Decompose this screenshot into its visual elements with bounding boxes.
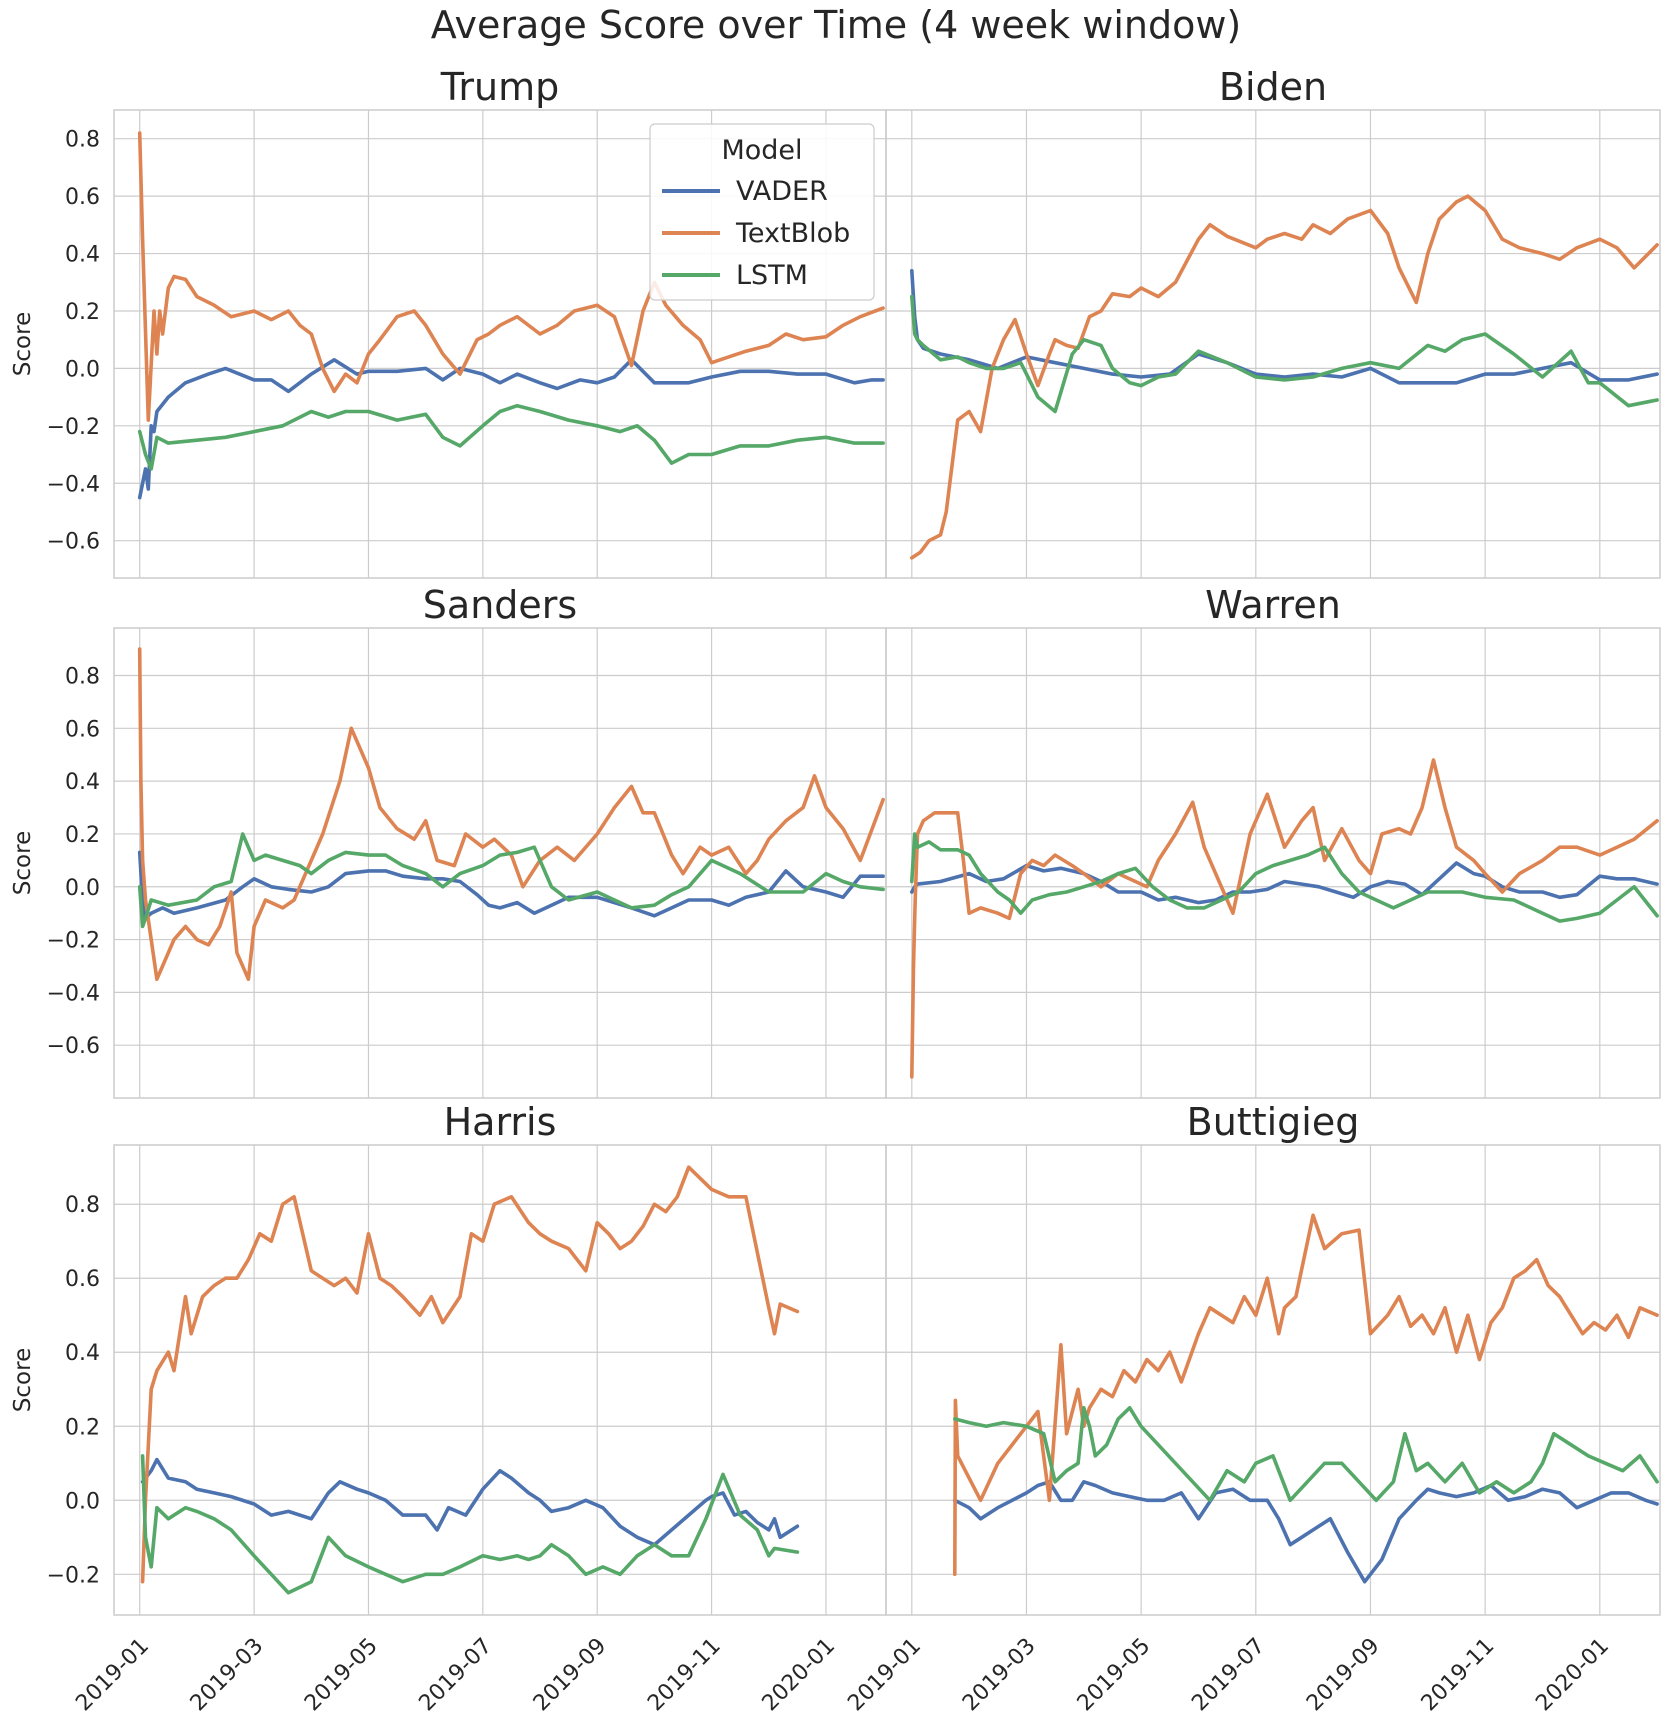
y-tick-label: 0.0 (65, 357, 100, 382)
x-tick-label: 2019-09 (529, 1634, 612, 1717)
x-tick-label: 2020-01 (758, 1634, 841, 1717)
y-tick-label: 0.2 (65, 300, 100, 325)
panel-sanders: Sanders 0.8 0.6 0.4 0.2 0.0 −0.2 −0.4 −0.6 Score (10, 583, 887, 1099)
x-tick-label: 2019-11 (1417, 1634, 1500, 1717)
line-trump-vader (137, 357, 885, 500)
axes-frame (885, 1144, 1661, 1616)
y-axis-label: Score (10, 831, 36, 895)
x-tick-label: 2019-07 (1187, 1634, 1270, 1717)
panel-title: Biden (1219, 65, 1327, 109)
y-tick-label: −0.6 (47, 1034, 100, 1059)
panel-trump: Trump 0.8 0.6 0.4 0.2 0.0 −0.2 −0.4 −0.6 Score Mod… (10, 65, 887, 579)
y-tick-label: −0.2 (47, 929, 100, 954)
line-buttigieg-vader (952, 1480, 1659, 1584)
line-warren-textblob (909, 758, 1659, 1079)
panel-biden: Biden (885, 65, 1661, 579)
panel-title: Buttigieg (1187, 1100, 1360, 1144)
line-trump-lstm (137, 403, 885, 471)
y-tick-label: 0.2 (65, 823, 100, 848)
chart-suptitle: Average Score over Time (4 week window) (431, 3, 1242, 47)
x-tick-label: 2019-01 (843, 1634, 926, 1717)
axes-frame (113, 1144, 887, 1616)
y-tick-label: 0.0 (65, 1489, 100, 1514)
panel-title: Sanders (423, 583, 577, 627)
y-tick-label: −0.2 (47, 1563, 100, 1588)
y-tick-label: −0.2 (47, 415, 100, 440)
x-tick-label: 2019-05 (300, 1634, 383, 1717)
y-tick-label: 0.4 (65, 243, 100, 268)
y-axis-label: Score (10, 1348, 36, 1412)
line-warren-lstm (909, 832, 1659, 923)
x-tick-label: 2019-09 (1302, 1634, 1385, 1717)
line-harris-lstm (140, 1454, 800, 1595)
legend-entry-textblob: TextBlob (735, 218, 850, 249)
x-tick-label: 2019-03 (958, 1634, 1041, 1717)
x-tick-label: 2019-05 (1073, 1634, 1156, 1717)
legend: Model VADER TextBlob LSTM (649, 123, 875, 301)
x-tick-label: 2019-03 (186, 1634, 269, 1717)
legend-title: Model (721, 135, 802, 166)
y-axis-label: Score (10, 312, 36, 376)
line-buttigieg-lstm (952, 1406, 1659, 1503)
y-tick-label: 0.6 (65, 717, 100, 742)
line-trump-textblob (137, 131, 885, 422)
panel-buttigieg: Buttigieg 2019-01 2019-03 2019-05 2019-07 201… (843, 1100, 1661, 1717)
line-sanders-lstm (137, 832, 885, 929)
line-harris-textblob (140, 1165, 800, 1584)
y-tick-label: 0.6 (65, 185, 100, 210)
legend-entry-vader: VADER (736, 176, 828, 207)
y-tick-label: 0.8 (65, 665, 100, 690)
panel-title: Harris (444, 1100, 557, 1144)
x-tick-label: 2019-11 (643, 1634, 726, 1717)
y-tick-label: 0.4 (65, 1341, 100, 1366)
y-tick-label: −0.6 (47, 530, 100, 555)
panel-warren: Warren (885, 583, 1661, 1099)
y-tick-label: −0.4 (47, 472, 100, 497)
y-tick-label: 0.4 (65, 770, 100, 795)
x-tick-label: 2019-07 (414, 1634, 497, 1717)
axes-frame (885, 627, 1661, 1099)
axes-frame (113, 627, 887, 1099)
line-sanders-textblob (137, 647, 885, 982)
line-biden-lstm (909, 294, 1659, 414)
y-tick-label: 0.0 (65, 876, 100, 901)
line-sanders-vader (137, 850, 885, 921)
axes-frame (885, 109, 1661, 579)
y-tick-label: 0.8 (65, 1193, 100, 1218)
legend-box (649, 123, 875, 301)
legend-entry-lstm: LSTM (736, 260, 808, 291)
panel-harris: Harris 0.8 0.6 0.4 0.2 0.0 −0.2 Score 2019-01 201… (10, 1100, 887, 1717)
panels-group: Trump 0.8 0.6 0.4 0.2 0.0 −0.2 −0.4 −0.6 Score Mod… (10, 65, 1661, 1717)
x-tick-label: 2020-01 (1531, 1634, 1614, 1717)
line-buttigieg-textblob (952, 1213, 1659, 1577)
y-tick-label: −0.4 (47, 981, 100, 1006)
panel-title: Trump (440, 65, 559, 109)
line-biden-textblob (909, 194, 1659, 560)
panel-title: Warren (1205, 583, 1341, 627)
y-tick-label: 0.6 (65, 1267, 100, 1292)
x-tick-label: 2019-01 (71, 1634, 154, 1717)
y-tick-label: 0.8 (65, 128, 100, 153)
y-tick-label: 0.2 (65, 1415, 100, 1440)
